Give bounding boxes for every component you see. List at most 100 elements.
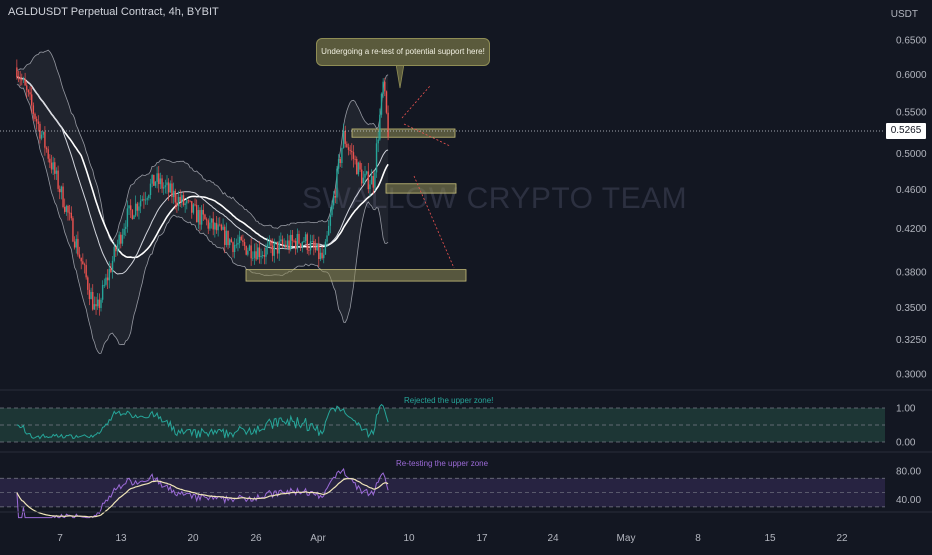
osc2-annotation: Re-testing the upper zone [396, 459, 489, 468]
candle-body [50, 162, 53, 170]
candle-body [323, 254, 325, 259]
support-zone [351, 128, 456, 138]
candle-body [64, 207, 66, 212]
candle-body [362, 177, 365, 184]
candle-body [146, 198, 148, 200]
candle-body [357, 162, 360, 175]
candle-body [125, 226, 127, 229]
candle-body [163, 187, 165, 189]
candle-body [52, 162, 54, 170]
candle-body [174, 190, 176, 203]
candle-body [128, 205, 130, 209]
candle-body [354, 158, 356, 160]
candle-body [301, 242, 303, 247]
candle-body [143, 199, 145, 201]
candle-body [365, 171, 368, 174]
y-tick-label: 0.4600 [896, 185, 927, 196]
candle-body [242, 240, 244, 243]
candle-body [194, 204, 196, 206]
candle-body [319, 252, 322, 260]
candle-body [341, 148, 343, 164]
candle-body [197, 210, 200, 223]
x-tick-label: 15 [764, 533, 776, 544]
x-tick-label: 7 [57, 533, 63, 544]
candle-body [349, 149, 351, 151]
candle-body [123, 228, 125, 235]
x-tick-label: 20 [187, 533, 199, 544]
candle-body [372, 176, 374, 188]
candle-body [161, 178, 163, 189]
candle-body [299, 243, 302, 247]
candle-body [116, 244, 119, 252]
candle-body [26, 85, 28, 91]
candle-body [55, 170, 58, 174]
candle-body [352, 152, 355, 159]
candle-body [204, 214, 206, 220]
candle-body [24, 78, 26, 86]
candle-body [351, 150, 353, 153]
candle-body [45, 147, 48, 150]
candle-body [212, 218, 214, 230]
candle-body [275, 241, 277, 243]
candle-body [32, 105, 35, 114]
candle-body [27, 90, 30, 93]
candle-body [326, 235, 328, 242]
candle-body [16, 67, 18, 78]
candle-body [85, 265, 87, 278]
candle-body [189, 200, 191, 202]
candle-body [238, 236, 241, 244]
x-tick-label: May [617, 533, 636, 544]
candle-body [126, 208, 129, 227]
osc2-tick-label: 80.00 [896, 467, 921, 478]
x-tick-label: 22 [836, 533, 848, 544]
candle-body [331, 205, 333, 216]
y-tick-label: 0.3800 [896, 267, 927, 278]
candle-body [144, 199, 147, 201]
candle-body [276, 241, 279, 254]
candle-body [334, 196, 336, 198]
candle-body [227, 230, 229, 246]
candle-body [337, 159, 340, 169]
candle-body [93, 304, 96, 310]
candle-body [57, 170, 59, 189]
candle-body [92, 291, 94, 310]
candle-body [342, 130, 345, 149]
candle-body [17, 77, 20, 79]
candle-body [108, 268, 110, 281]
y-tick-label: 0.6500 [896, 36, 927, 47]
candle-body [207, 220, 209, 229]
candle-body [224, 226, 226, 245]
candle-body [177, 196, 180, 206]
candle-body [113, 246, 115, 261]
candle-body [44, 131, 46, 148]
candle-body [375, 143, 378, 173]
candle-body [196, 204, 198, 223]
candle-body [78, 254, 81, 258]
candle-body [31, 94, 33, 106]
candle-body [329, 215, 332, 226]
candle-body [136, 203, 138, 211]
candle-body [266, 244, 269, 248]
candle-body [141, 199, 143, 201]
candle-body [270, 241, 272, 246]
candle-body [65, 205, 68, 212]
candle-body [182, 195, 185, 206]
osc2-tick-label: 40.00 [896, 495, 921, 506]
support-zone [245, 269, 467, 282]
candle-body [179, 196, 181, 203]
candle-body [265, 247, 267, 257]
candle-body [118, 234, 120, 245]
candle-body [290, 234, 292, 249]
candle-body [222, 226, 224, 230]
candle-body [95, 304, 97, 307]
candle-body [237, 243, 239, 245]
x-tick-label: 8 [695, 533, 701, 544]
candle-body [153, 174, 155, 186]
candle-body [311, 240, 313, 242]
candle-body [72, 218, 74, 242]
y-tick-label: 0.3250 [896, 335, 927, 346]
osc2-signal-line [16, 478, 389, 518]
y-tick-label: 0.5000 [896, 149, 927, 160]
